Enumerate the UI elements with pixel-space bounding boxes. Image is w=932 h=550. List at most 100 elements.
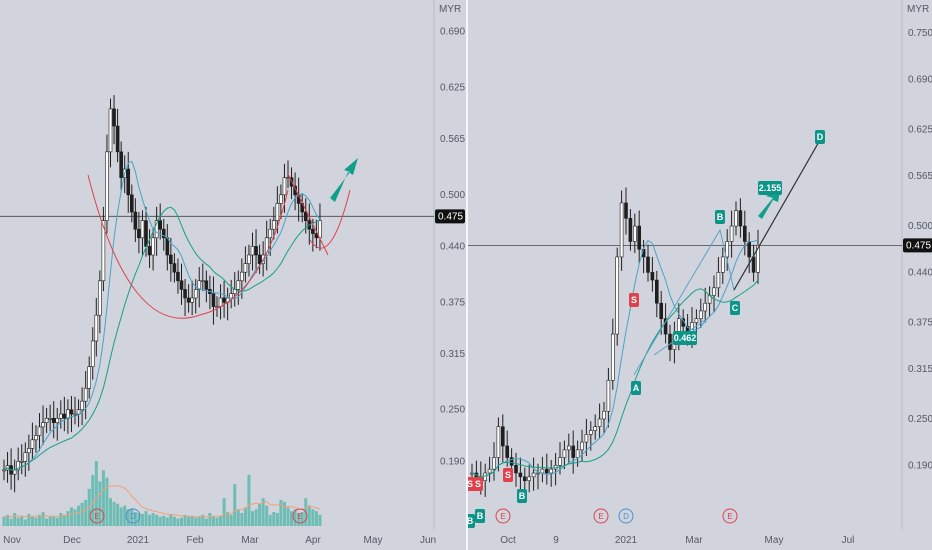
volume-bar <box>187 516 191 526</box>
volume-bar <box>208 513 212 526</box>
y-tick-label: 0.500 <box>440 190 465 201</box>
volume-bar <box>116 503 120 526</box>
y-tick-label: 0.565 <box>908 171 932 182</box>
candle-body <box>311 228 315 234</box>
earnings-event-icon[interactable] <box>495 508 511 524</box>
x-tick-label: Mar <box>685 535 703 546</box>
candle-body <box>487 468 492 474</box>
candle-body <box>611 333 615 381</box>
volume-bar <box>290 511 294 526</box>
volume-bar <box>16 517 20 526</box>
pattern-point-b <box>715 210 725 224</box>
sell-signal-badge <box>473 477 483 491</box>
ratio-label <box>758 181 782 195</box>
earnings-event-icon[interactable] <box>722 508 738 524</box>
volume-bar <box>279 500 283 526</box>
candle-body <box>628 218 633 242</box>
y-tick-label: 0.565 <box>440 134 465 145</box>
left-price-chart[interactable]: MYR 0.690 0.625 0.565 0.500 0.440 0.375 0.315 0.… <box>0 0 466 550</box>
earnings-event-icon-label: E <box>94 512 99 521</box>
volume-bar <box>190 515 194 526</box>
candle-body <box>756 245 760 273</box>
dividend-event-icon[interactable] <box>125 508 141 524</box>
candle-body <box>751 256 756 273</box>
x-tick-label: May <box>765 535 784 546</box>
candle-body <box>606 380 611 412</box>
volume-bar <box>84 500 88 526</box>
candle-body <box>176 271 180 282</box>
candle-body <box>58 413 63 419</box>
volume-bar <box>62 514 66 526</box>
volume-ma-line <box>3 485 321 518</box>
y-tick-label: 0.315 <box>440 349 465 360</box>
volume-bar <box>34 517 38 526</box>
candle-body <box>703 302 707 312</box>
earnings-event-icon[interactable] <box>593 508 609 524</box>
ratio-label-label: 0.462 <box>674 333 697 343</box>
candle-body <box>186 297 191 303</box>
candle-body <box>37 426 42 436</box>
candle-body <box>716 272 721 289</box>
volume-bar <box>155 514 159 526</box>
earnings-event-icon[interactable] <box>292 508 308 524</box>
candle-body <box>500 426 505 447</box>
candle-body <box>254 246 258 256</box>
right-chart-pane[interactable]: MYR 0.750 0.690 0.625 0.565 0.500 0.440 0.375 0.… <box>468 0 932 550</box>
volume-bar <box>272 512 276 526</box>
candle-body <box>522 476 527 482</box>
volume-bar <box>77 505 81 526</box>
candle-body <box>286 177 290 179</box>
y-tick-label: 0.690 <box>440 26 465 37</box>
current-price-label: 0.475 <box>906 240 931 251</box>
volume-bar <box>165 517 169 526</box>
pattern-point-b-label: B <box>717 212 724 222</box>
volume-bar <box>222 498 226 526</box>
pane-divider[interactable] <box>466 0 468 550</box>
y-tick-label: 0.375 <box>440 297 465 308</box>
x-tick-label: Nov <box>3 535 21 546</box>
candle-body <box>172 263 177 273</box>
y-tick-label: 0.250 <box>440 405 465 416</box>
pattern-point-a <box>631 381 641 395</box>
volume-bar <box>282 501 286 526</box>
candle-body <box>712 287 716 296</box>
volume-bar <box>275 513 279 526</box>
volume-bar <box>176 518 180 526</box>
candle-body <box>580 441 584 451</box>
dividend-event-icon[interactable] <box>618 508 634 524</box>
ratio-label-label: 2.155 <box>759 183 782 193</box>
candle-body <box>197 280 202 290</box>
candle-body <box>229 293 233 299</box>
candle-body <box>646 256 650 273</box>
volume-bar <box>172 516 176 526</box>
current-price-badge <box>903 238 932 253</box>
earnings-event-icon[interactable] <box>89 508 105 524</box>
candle-body <box>531 472 536 478</box>
volume-bar <box>194 517 198 526</box>
volume-bar <box>236 509 240 526</box>
candle-body <box>699 310 703 319</box>
volume-bar <box>9 518 13 526</box>
candle-body <box>80 400 84 411</box>
volume-bar <box>41 512 45 526</box>
left-chart-pane[interactable]: MYR 0.690 0.625 0.565 0.500 0.440 0.375 0.315 0.… <box>0 0 466 550</box>
volume-bar <box>105 477 109 526</box>
earnings-event-icon-label: E <box>727 512 732 521</box>
volume-bar <box>211 516 215 526</box>
sell-signal-badge <box>503 468 513 482</box>
candle-body <box>51 418 56 423</box>
earnings-event-icon-label: E <box>297 512 302 521</box>
right-price-chart[interactable]: MYR 0.750 0.690 0.625 0.565 0.500 0.440 0.375 0.… <box>468 0 932 550</box>
handle-trendline <box>287 173 329 256</box>
candle-body <box>87 366 91 389</box>
current-price-label: 0.475 <box>438 211 463 222</box>
candle-body <box>215 306 219 308</box>
candle-body <box>48 418 52 420</box>
volume-bar <box>215 517 219 526</box>
y-tick-label: 0.315 <box>908 364 932 375</box>
volume-bar <box>45 518 49 526</box>
volume-bar <box>151 513 155 526</box>
candle-body <box>624 202 628 219</box>
candle-body <box>567 445 571 451</box>
